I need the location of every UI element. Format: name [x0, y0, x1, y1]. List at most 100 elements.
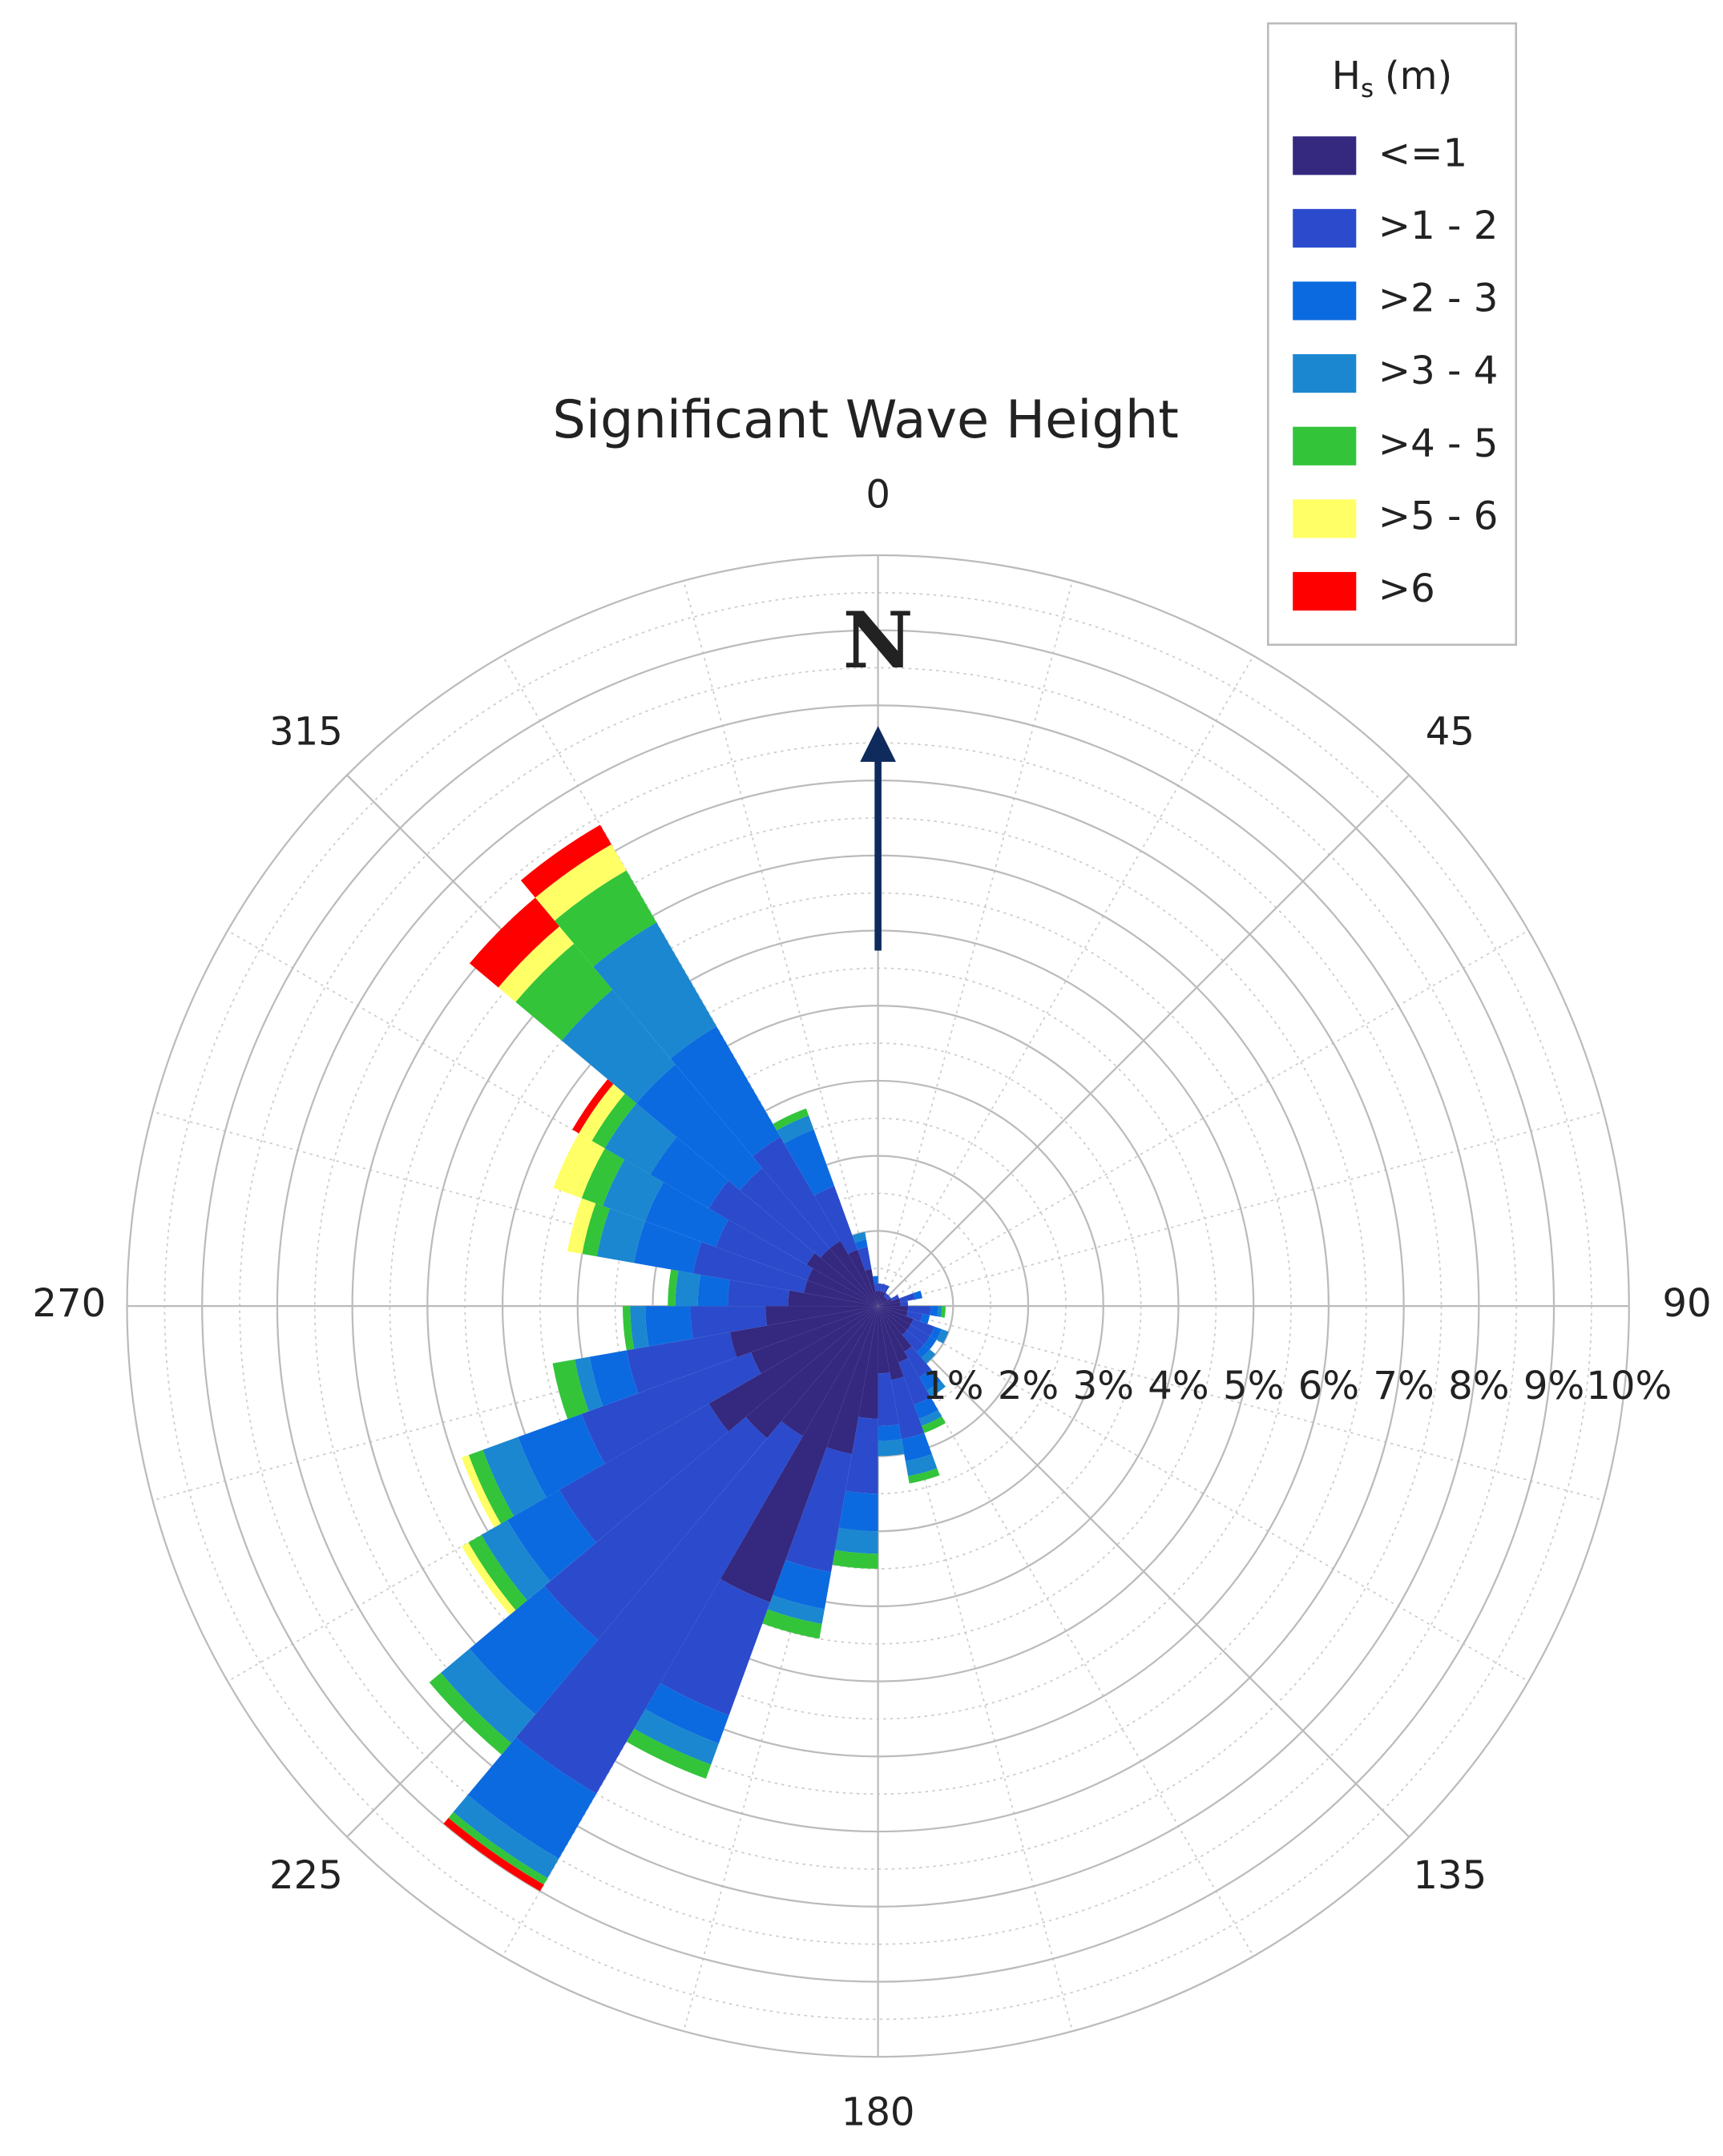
rose-segment	[575, 1356, 603, 1412]
rose-segment	[623, 1306, 635, 1351]
rose-segment	[751, 1306, 878, 1374]
rose-segment	[762, 1609, 822, 1639]
minor-spoke	[878, 929, 1529, 1307]
rose-segment	[930, 1306, 938, 1317]
rose-segment	[708, 1306, 878, 1432]
rose-segment	[581, 1352, 761, 1464]
rose-segment	[920, 1313, 930, 1324]
rose-segment	[924, 1336, 937, 1350]
r-tick-label: 3%	[1073, 1364, 1134, 1408]
rose-segment	[921, 1349, 936, 1364]
rose-segment	[916, 1344, 930, 1358]
rose-segment	[645, 1182, 728, 1247]
rose-segment	[883, 1292, 888, 1298]
rose-segment	[878, 1306, 909, 1363]
rose-segment	[913, 1290, 923, 1300]
rose-segment	[878, 1372, 899, 1427]
rose-segment	[878, 1291, 884, 1307]
minor-spoke	[878, 1305, 1604, 1501]
rose-segment	[518, 1413, 605, 1498]
rose-segment	[668, 1269, 679, 1307]
legend-swatch	[1293, 499, 1357, 538]
legend-swatch	[1293, 571, 1357, 611]
rose-segment	[878, 1306, 904, 1380]
rose-segment	[443, 1817, 544, 1892]
angle-tick-label: 90	[1662, 1281, 1711, 1326]
rose-segment	[482, 1437, 547, 1517]
rose-segment	[826, 1306, 878, 1454]
rose-segment	[857, 1247, 872, 1271]
legend-label: >2 - 3	[1378, 276, 1499, 321]
rose-segment	[690, 1306, 768, 1339]
rose-segment	[567, 1198, 596, 1254]
legend-title-sub: s	[1361, 74, 1374, 103]
rose-segment	[922, 1417, 946, 1433]
rose-segment	[630, 1306, 649, 1349]
rose-segment	[878, 1306, 890, 1374]
rose-segment	[878, 1424, 902, 1441]
rose-segment	[914, 1396, 938, 1419]
rose-segment	[720, 1306, 878, 1602]
rose-segment	[555, 870, 657, 967]
legend-swatch	[1293, 426, 1357, 465]
rose-segment	[908, 1468, 940, 1484]
rose-segment	[858, 1306, 878, 1419]
rose-segment	[604, 1103, 677, 1175]
rose-segment	[936, 1328, 949, 1344]
rose-segment	[634, 1709, 719, 1765]
rose-segment	[603, 1159, 664, 1222]
r-tick-label: 8%	[1448, 1364, 1509, 1408]
rose-segment	[865, 1268, 878, 1307]
rose-segment	[901, 1433, 932, 1461]
rose-segment	[878, 1297, 887, 1307]
angle-tick-label: 225	[269, 1853, 343, 1898]
rose-segment	[429, 1672, 511, 1755]
rose-segment	[926, 1380, 946, 1397]
rose-segment	[781, 1306, 878, 1437]
angle-tick-label: 270	[32, 1281, 106, 1326]
rose-segment	[878, 1306, 907, 1335]
rose-segment	[591, 1094, 637, 1149]
legend-swatch	[1293, 208, 1357, 248]
rose-segment	[740, 1167, 830, 1258]
rose-segment	[845, 1417, 878, 1494]
rose-segment	[697, 1275, 731, 1307]
rose-segment	[878, 1298, 893, 1307]
legend-label: >3 - 4	[1378, 349, 1499, 393]
legend-title: Hs (m)	[1332, 54, 1453, 103]
r-tick-label: 5%	[1223, 1364, 1284, 1408]
minor-spoke	[877, 1305, 1254, 1957]
rose-segment	[854, 1239, 868, 1250]
rose-segment	[878, 1306, 914, 1325]
rose-segment	[918, 1409, 942, 1426]
angle-tick-label: 135	[1413, 1853, 1487, 1898]
legend-swatch	[1293, 354, 1357, 393]
north-label: N	[843, 595, 914, 686]
rose-segment	[875, 1291, 878, 1307]
rose-segment	[596, 1208, 646, 1263]
rose-segment	[636, 1064, 763, 1191]
rose-segment	[878, 1299, 888, 1307]
rose-segment	[878, 1298, 901, 1307]
rose-segment	[670, 1026, 781, 1157]
rose-segment	[937, 1306, 942, 1317]
rose-segment	[634, 1221, 702, 1274]
rose-segment	[453, 1795, 559, 1879]
rose-segment	[890, 1376, 925, 1440]
r-tick-label: 2%	[998, 1364, 1059, 1408]
rose-segment	[481, 1520, 551, 1601]
rose-segment	[660, 1578, 771, 1715]
rose-segment	[838, 1490, 878, 1532]
r-tick-label: 4%	[1148, 1364, 1209, 1408]
rose-segment	[904, 1346, 931, 1378]
legend-box	[1266, 22, 1518, 647]
angle-tick-label: 315	[269, 709, 343, 754]
grid-spoke	[877, 1305, 1410, 1838]
rose-segment	[468, 1449, 514, 1524]
rose-segment	[807, 1268, 878, 1307]
labels: 0 45 90 135 180 225 270 315 1% 2% 3% 4% 5% 6% 7% 8% 9% 10…	[32, 473, 1711, 2135]
legend-label: >5 - 6	[1378, 494, 1499, 538]
rose-segment	[900, 1300, 909, 1307]
rose-segment	[469, 897, 560, 988]
